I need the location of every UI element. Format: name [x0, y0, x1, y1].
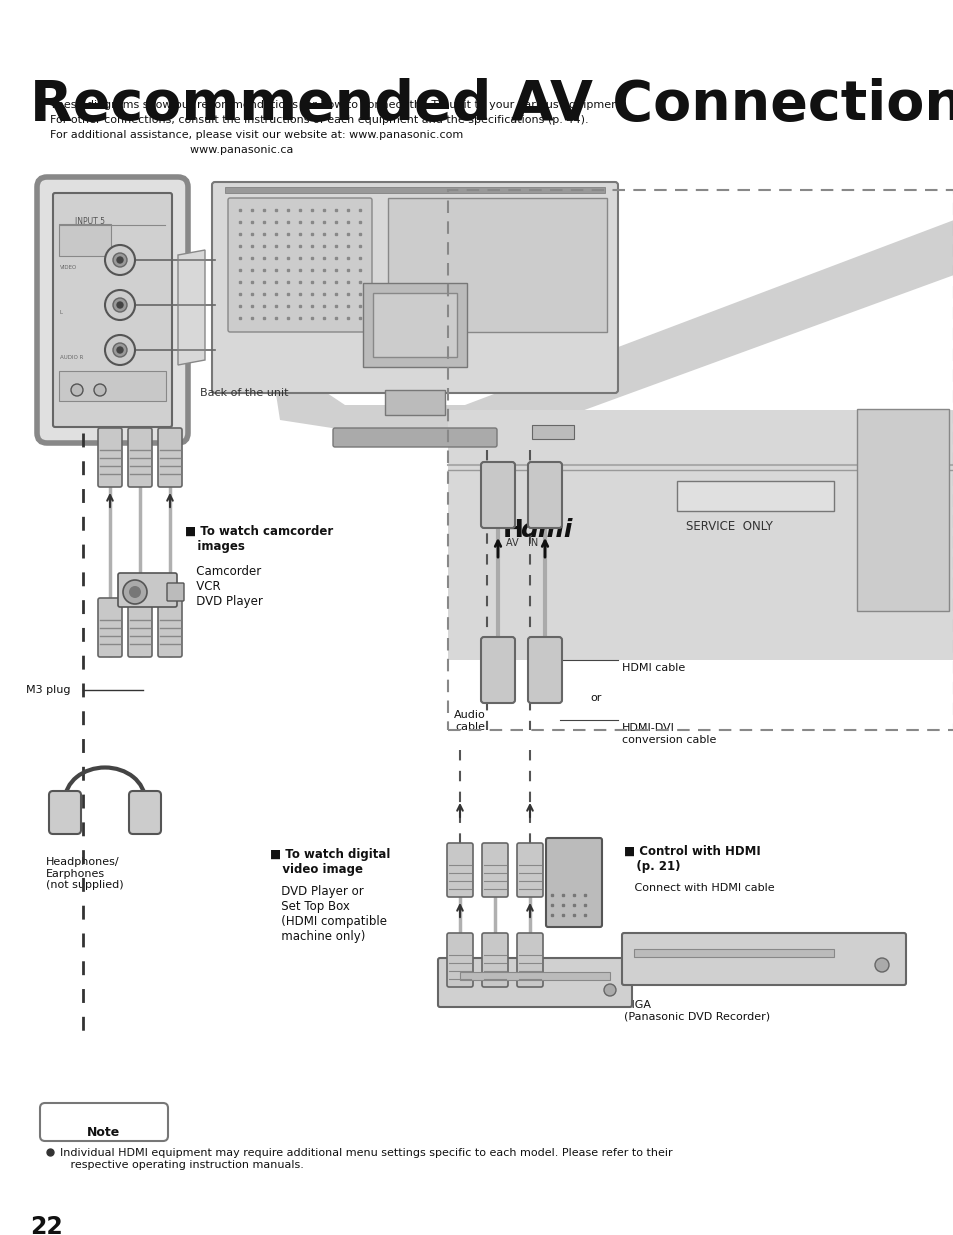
FancyBboxPatch shape	[128, 429, 152, 487]
FancyBboxPatch shape	[158, 429, 182, 487]
FancyBboxPatch shape	[532, 425, 574, 438]
Circle shape	[112, 253, 127, 267]
FancyBboxPatch shape	[40, 1103, 168, 1141]
Polygon shape	[178, 249, 205, 366]
FancyBboxPatch shape	[437, 958, 631, 1007]
Circle shape	[105, 290, 135, 320]
Text: Camcorder
   VCR
   DVD Player: Camcorder VCR DVD Player	[185, 564, 263, 608]
Text: Recommended AV Connections: Recommended AV Connections	[30, 78, 953, 132]
FancyBboxPatch shape	[448, 410, 953, 659]
Polygon shape	[747, 490, 767, 505]
FancyBboxPatch shape	[333, 429, 497, 447]
Text: Connect with HDMI cable: Connect with HDMI cable	[623, 883, 774, 893]
FancyBboxPatch shape	[634, 948, 833, 957]
FancyBboxPatch shape	[856, 409, 948, 611]
FancyBboxPatch shape	[53, 193, 172, 427]
Text: DVD Player or
   Set Top Box
   (HDMI compatible
   machine only): DVD Player or Set Top Box (HDMI compatib…	[270, 885, 387, 944]
FancyBboxPatch shape	[545, 839, 601, 927]
FancyBboxPatch shape	[480, 462, 515, 529]
Text: VIDEO: VIDEO	[60, 266, 77, 270]
Text: HDMI-DVI
conversion cable: HDMI-DVI conversion cable	[621, 722, 716, 745]
Text: dmi: dmi	[519, 517, 572, 542]
Text: AUDIO R: AUDIO R	[60, 354, 83, 359]
FancyBboxPatch shape	[167, 583, 184, 601]
Circle shape	[112, 343, 127, 357]
Circle shape	[117, 257, 123, 263]
Circle shape	[117, 303, 123, 308]
Text: www.panasonic.ca: www.panasonic.ca	[50, 144, 294, 156]
FancyBboxPatch shape	[49, 790, 81, 834]
FancyBboxPatch shape	[118, 573, 177, 606]
Text: or: or	[589, 693, 600, 703]
Text: INPUT 5: INPUT 5	[75, 217, 105, 226]
FancyBboxPatch shape	[212, 182, 618, 393]
FancyBboxPatch shape	[447, 844, 473, 897]
Text: These diagrams show our recommendations for how to connect the TV unit to your v: These diagrams show our recommendations …	[50, 100, 625, 110]
FancyBboxPatch shape	[373, 293, 456, 357]
FancyBboxPatch shape	[363, 283, 467, 367]
Text: ■ To watch digital
   video image: ■ To watch digital video image	[270, 848, 390, 876]
Circle shape	[112, 298, 127, 312]
Circle shape	[117, 347, 123, 353]
FancyBboxPatch shape	[98, 598, 122, 657]
Circle shape	[123, 580, 147, 604]
Text: SERVICE  ONLY: SERVICE ONLY	[685, 520, 772, 534]
FancyBboxPatch shape	[98, 429, 122, 487]
Text: ■ To watch camcorder
   images: ■ To watch camcorder images	[185, 525, 333, 553]
FancyBboxPatch shape	[481, 932, 507, 987]
Circle shape	[105, 245, 135, 275]
FancyBboxPatch shape	[129, 790, 161, 834]
Circle shape	[874, 958, 888, 972]
FancyBboxPatch shape	[517, 932, 542, 987]
Text: For other connections, consult the instructions of each equipment and the specif: For other connections, consult the instr…	[50, 115, 588, 125]
Text: DIGA
(Panasonic DVD Recorder): DIGA (Panasonic DVD Recorder)	[623, 1000, 769, 1021]
FancyBboxPatch shape	[228, 198, 372, 332]
Text: AV   IN: AV IN	[505, 538, 537, 548]
FancyBboxPatch shape	[422, 338, 455, 359]
Circle shape	[129, 585, 141, 598]
Circle shape	[603, 984, 616, 995]
FancyBboxPatch shape	[225, 186, 604, 193]
FancyBboxPatch shape	[59, 224, 111, 256]
Polygon shape	[270, 220, 953, 450]
FancyBboxPatch shape	[527, 637, 561, 703]
Text: 22: 22	[30, 1215, 63, 1235]
Circle shape	[94, 384, 106, 396]
FancyBboxPatch shape	[517, 844, 542, 897]
Text: Power Cord
(Connect after all the other
connections are complete.): Power Cord (Connect after all the other …	[439, 245, 592, 278]
Text: Back of the unit: Back of the unit	[200, 388, 288, 398]
Text: HDMI cable: HDMI cable	[621, 663, 684, 673]
Text: For additional assistance, please visit our website at: www.panasonic.com: For additional assistance, please visit …	[50, 130, 463, 140]
FancyBboxPatch shape	[459, 972, 609, 981]
Text: H: H	[502, 517, 523, 542]
Text: ■ Control with HDMI
   (p. 21): ■ Control with HDMI (p. 21)	[623, 845, 760, 873]
Text: Headphones/
Earphones
(not supplied): Headphones/ Earphones (not supplied)	[46, 857, 124, 890]
Circle shape	[105, 335, 135, 366]
FancyBboxPatch shape	[158, 598, 182, 657]
FancyBboxPatch shape	[37, 177, 188, 443]
FancyBboxPatch shape	[480, 637, 515, 703]
FancyBboxPatch shape	[385, 390, 444, 415]
FancyBboxPatch shape	[527, 462, 561, 529]
FancyBboxPatch shape	[388, 198, 606, 332]
Text: L: L	[60, 310, 63, 315]
FancyBboxPatch shape	[447, 932, 473, 987]
FancyBboxPatch shape	[59, 370, 166, 401]
Circle shape	[71, 384, 83, 396]
FancyBboxPatch shape	[128, 598, 152, 657]
Text: Audio
cable: Audio cable	[454, 710, 485, 731]
Text: Individual HDMI equipment may require additional menu settings specific to each : Individual HDMI equipment may require ad…	[60, 1149, 672, 1170]
FancyBboxPatch shape	[621, 932, 905, 986]
Text: Note: Note	[88, 1126, 120, 1139]
FancyBboxPatch shape	[481, 844, 507, 897]
Text: M3 plug: M3 plug	[26, 685, 71, 695]
FancyBboxPatch shape	[677, 480, 833, 511]
